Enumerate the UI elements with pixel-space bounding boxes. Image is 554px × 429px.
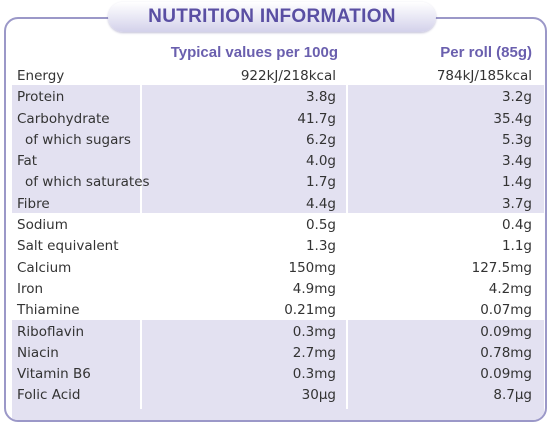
table-row: Fibre 4.4g 3.7g [0, 194, 554, 215]
column-divider-2 [346, 66, 348, 409]
nutrient-name: Calcium [17, 259, 72, 276]
nutrient-name: Sodium [17, 217, 68, 234]
header-per-roll: Per roll (85g) [440, 44, 532, 61]
value-per-100g: 2.7mg [292, 344, 336, 361]
value-per-roll: 127.5mg [471, 259, 532, 276]
value-per-roll: 4.2mg [488, 280, 532, 297]
table-row: of which sugars 6.2g 5.3g [0, 130, 554, 151]
nutrient-name: Folic Acid [17, 387, 81, 404]
title-banner: NUTRITION INFORMATION [108, 2, 436, 32]
table-row: Protein 3.8g 3.2g [0, 87, 554, 108]
nutrient-name: Fibre [17, 195, 50, 212]
column-divider-1 [140, 66, 142, 409]
value-per-100g: 1.7g [305, 174, 336, 191]
nutrient-name: Niacin [17, 344, 59, 361]
nutrient-name: Energy [17, 68, 65, 84]
table-row: Vitamin B6 0.3mg 0.09mg [0, 364, 554, 385]
value-per-roll: 8.7µg [493, 387, 532, 404]
nutrition-table: Energy 922kJ/218kcal 784kJ/185kcal Protein 3… [0, 66, 554, 407]
nutrition-panel [4, 17, 547, 422]
value-per-roll: 784kJ/185kcal [436, 68, 532, 84]
table-row: of which saturates 1.7g 1.4g [0, 172, 554, 193]
value-per-100g: 1.3g [305, 238, 336, 255]
table-row: Energy 922kJ/218kcal 784kJ/185kcal [0, 66, 554, 87]
nutrient-name: Thiamine [17, 302, 80, 319]
table-row: Calcium 150mg 127.5mg [0, 258, 554, 279]
value-per-roll: 3.2g [501, 89, 532, 106]
table-row: Iron 4.9mg 4.2mg [0, 279, 554, 300]
value-per-100g: 0.3mg [292, 323, 336, 340]
value-per-roll: 0.09mg [480, 323, 532, 340]
value-per-100g: 3.8g [305, 89, 336, 106]
nutrient-name: Vitamin B6 [17, 366, 91, 383]
table-row: Carbohydrate 41.7g 35.4g [0, 109, 554, 130]
value-per-100g: 41.7g [297, 110, 336, 127]
value-per-roll: 5.3g [501, 131, 532, 148]
value-per-100g: 4.0g [305, 153, 336, 170]
table-row: Sodium 0.5g 0.4g [0, 215, 554, 236]
value-per-roll: 0.78mg [480, 344, 532, 361]
value-per-100g: 4.9mg [292, 280, 336, 297]
nutrient-name: Iron [17, 280, 44, 297]
nutrient-name: Fat [17, 153, 38, 170]
nutrient-name: of which saturates [25, 174, 150, 191]
value-per-roll: 3.4g [501, 153, 532, 170]
nutrient-name: of which sugars [25, 131, 131, 148]
nutrient-name: Protein [17, 89, 65, 106]
header-per-100g: Typical values per 100g [170, 44, 338, 61]
table-row: Riboflavin 0.3mg 0.09mg [0, 322, 554, 343]
table-row: Thiamine 0.21mg 0.07mg [0, 300, 554, 321]
value-per-100g: 30µg [301, 387, 336, 404]
shaded-band-macros [12, 85, 544, 213]
table-row: Folic Acid 30µg 8.7µg [0, 385, 554, 406]
table-row: Fat 4.0g 3.4g [0, 151, 554, 172]
value-per-roll: 0.09mg [480, 366, 532, 383]
nutrient-name: Salt equivalent [17, 238, 119, 255]
value-per-roll: 0.4g [501, 217, 532, 234]
value-per-roll: 1.1g [501, 238, 532, 255]
value-per-roll: 3.7g [501, 195, 532, 212]
page-title: NUTRITION INFORMATION [148, 6, 396, 27]
value-per-100g: 0.21mg [284, 302, 336, 319]
value-per-100g: 922kJ/218kcal [240, 68, 336, 84]
shaded-band-vitamins [12, 320, 544, 420]
nutrient-name: Carbohydrate [17, 110, 110, 127]
value-per-roll: 1.4g [501, 174, 532, 191]
value-per-100g: 4.4g [305, 195, 336, 212]
value-per-100g: 0.3mg [292, 366, 336, 383]
value-per-roll: 35.4g [493, 110, 532, 127]
value-per-roll: 0.07mg [480, 302, 532, 319]
value-per-100g: 150mg [288, 259, 337, 276]
table-row: Niacin 2.7mg 0.78mg [0, 343, 554, 364]
nutrient-name: Riboflavin [17, 323, 85, 340]
value-per-100g: 6.2g [305, 131, 336, 148]
value-per-100g: 0.5g [305, 217, 336, 234]
table-row: Salt equivalent 1.3g 1.1g [0, 236, 554, 257]
